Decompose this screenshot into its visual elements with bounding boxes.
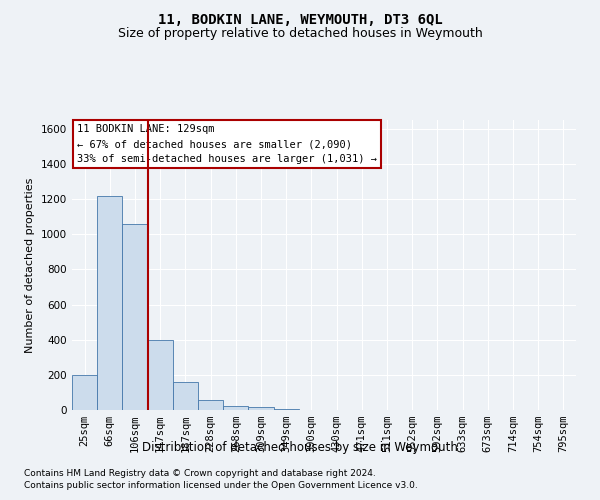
Text: Size of property relative to detached houses in Weymouth: Size of property relative to detached ho…: [118, 28, 482, 40]
Bar: [97, 196, 122, 410]
Bar: [274, 409, 299, 410]
Bar: [223, 406, 248, 410]
Bar: [72, 375, 97, 410]
Text: 11 BODKIN LANE: 129sqm
← 67% of detached houses are smaller (2,090)
33% of semi-: 11 BODKIN LANE: 129sqm ← 67% of detached…: [77, 124, 377, 164]
Text: Distribution of detached houses by size in Weymouth: Distribution of detached houses by size …: [142, 441, 458, 454]
Text: Contains HM Land Registry data © Crown copyright and database right 2024.: Contains HM Land Registry data © Crown c…: [24, 468, 376, 477]
Bar: [122, 224, 148, 410]
Bar: [198, 400, 223, 410]
Text: 11, BODKIN LANE, WEYMOUTH, DT3 6QL: 11, BODKIN LANE, WEYMOUTH, DT3 6QL: [158, 12, 442, 26]
Y-axis label: Number of detached properties: Number of detached properties: [25, 178, 35, 352]
Bar: [248, 408, 274, 410]
Bar: [173, 382, 198, 410]
Bar: [148, 340, 173, 410]
Text: Contains public sector information licensed under the Open Government Licence v3: Contains public sector information licen…: [24, 481, 418, 490]
